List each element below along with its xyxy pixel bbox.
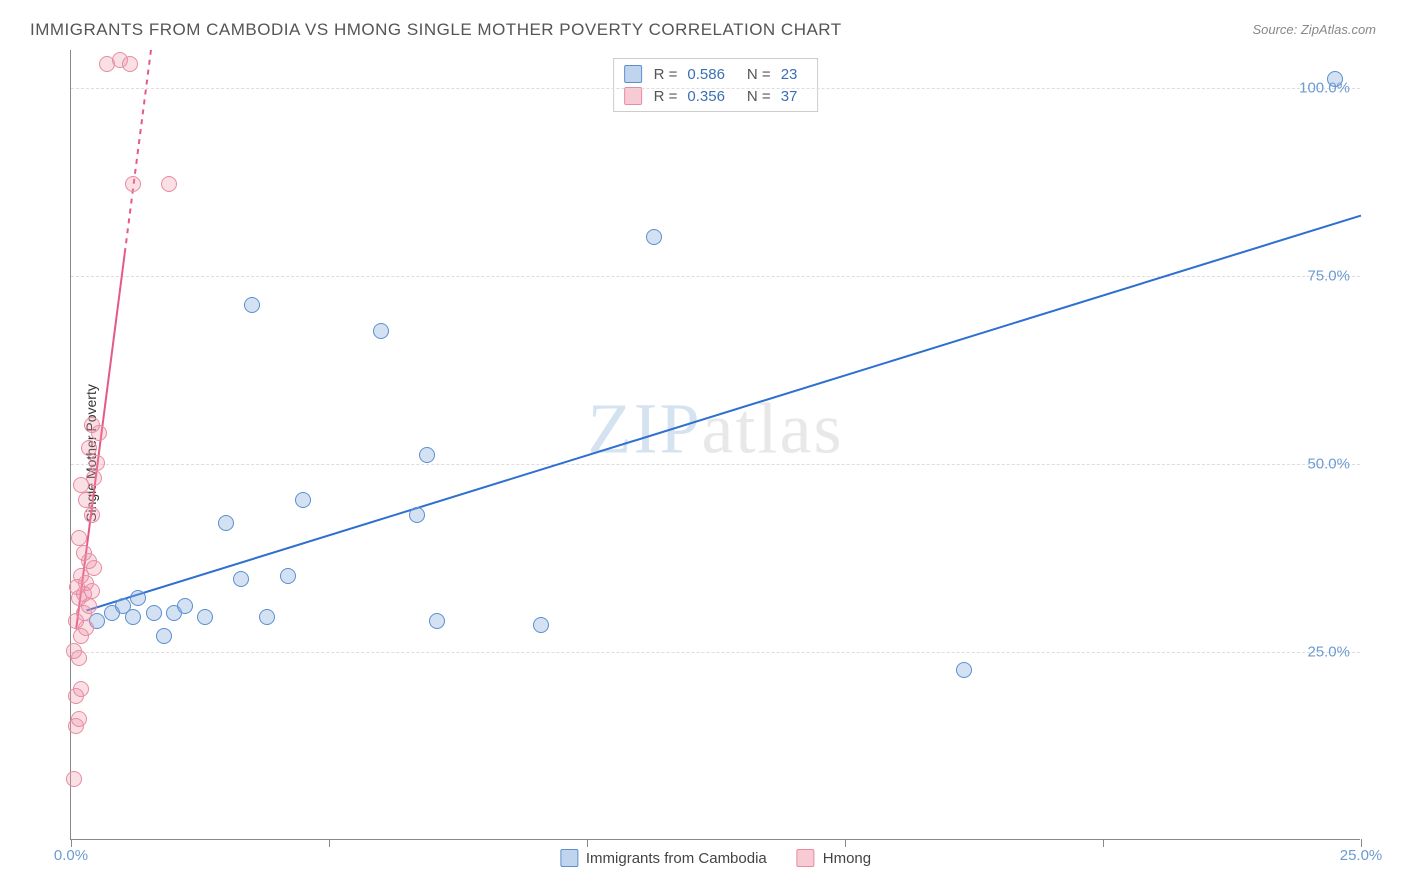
x-tick	[71, 839, 72, 847]
data-point	[71, 530, 87, 546]
source-attribution: Source: ZipAtlas.com	[1252, 22, 1376, 37]
data-point	[69, 579, 85, 595]
data-point	[177, 598, 193, 614]
data-point	[373, 323, 389, 339]
data-point	[1327, 71, 1343, 87]
series-legend: Immigrants from Cambodia Hmong	[560, 849, 871, 867]
data-point	[146, 605, 162, 621]
x-tick	[587, 839, 588, 847]
legend-item: Immigrants from Cambodia	[560, 849, 767, 867]
legend-label: Hmong	[823, 850, 871, 867]
swatch-icon	[560, 849, 578, 867]
data-point	[122, 56, 138, 72]
data-point	[89, 455, 105, 471]
data-point	[533, 617, 549, 633]
data-point	[66, 643, 82, 659]
data-point	[161, 176, 177, 192]
data-point	[130, 590, 146, 606]
data-point	[409, 507, 425, 523]
data-point	[197, 609, 213, 625]
data-point	[280, 568, 296, 584]
x-tick-label: 25.0%	[1340, 847, 1383, 864]
x-tick	[845, 839, 846, 847]
x-tick-label: 0.0%	[54, 847, 88, 864]
legend-item: Hmong	[797, 849, 871, 867]
swatch-icon	[797, 849, 815, 867]
data-point	[86, 470, 102, 486]
data-point	[419, 447, 435, 463]
trend-lines-layer	[71, 50, 1361, 840]
data-point	[218, 515, 234, 531]
data-point	[259, 609, 275, 625]
data-point	[73, 681, 89, 697]
data-point	[646, 229, 662, 245]
x-tick	[1361, 839, 1362, 847]
data-point	[78, 492, 94, 508]
data-point	[244, 297, 260, 313]
data-point	[125, 609, 141, 625]
x-tick	[329, 839, 330, 847]
data-point	[125, 176, 141, 192]
data-point	[295, 492, 311, 508]
data-point	[429, 613, 445, 629]
data-point	[66, 771, 82, 787]
data-point	[76, 545, 92, 561]
plot-area: ZIPatlas R = 0.586 N = 23 R = 0.356 N = …	[70, 50, 1360, 840]
data-point	[81, 440, 97, 456]
legend-label: Immigrants from Cambodia	[586, 850, 767, 867]
data-point	[156, 628, 172, 644]
chart-title: IMMIGRANTS FROM CAMBODIA VS HMONG SINGLE…	[30, 20, 842, 40]
data-point	[84, 507, 100, 523]
x-tick	[1103, 839, 1104, 847]
data-point	[233, 571, 249, 587]
data-point	[84, 417, 100, 433]
data-point	[956, 662, 972, 678]
data-point	[71, 711, 87, 727]
